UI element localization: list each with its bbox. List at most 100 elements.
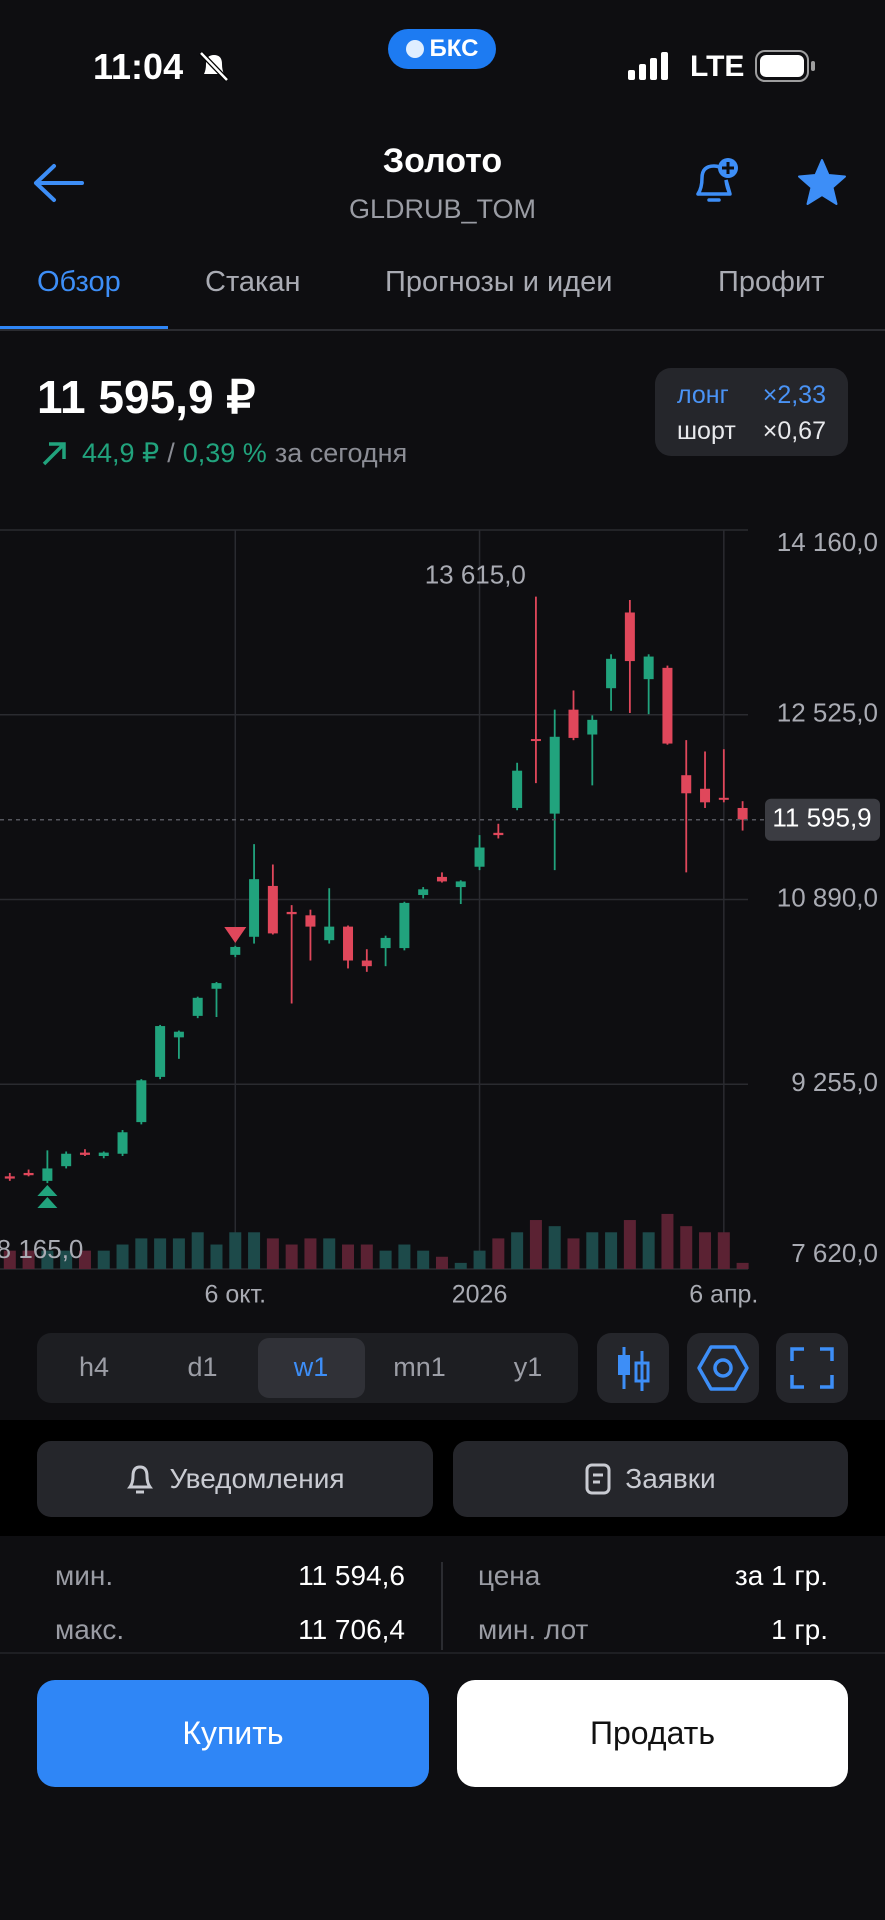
candle-body bbox=[305, 915, 316, 927]
candle-body bbox=[474, 847, 485, 867]
y-tick-label: 14 160,0 bbox=[777, 527, 878, 557]
candle-body bbox=[512, 770, 523, 808]
change-pct: 0,39 % bbox=[182, 438, 267, 468]
candle-body bbox=[4, 1176, 15, 1179]
candle-body bbox=[643, 656, 654, 680]
volume-bar bbox=[154, 1238, 167, 1269]
candle-body bbox=[286, 911, 297, 915]
tab[interactable]: Стакан bbox=[205, 266, 301, 298]
timeframe[interactable]: h4 bbox=[78, 1352, 110, 1382]
chart-type-button[interactable] bbox=[597, 1333, 669, 1403]
candle-body bbox=[587, 719, 598, 735]
timeframe-selected bbox=[258, 1338, 365, 1398]
candle-body bbox=[79, 1152, 90, 1155]
min-label: 8 165,0 bbox=[0, 1234, 83, 1264]
volume-bar bbox=[642, 1232, 655, 1269]
candle-body bbox=[117, 1132, 128, 1154]
candle-body bbox=[399, 902, 410, 949]
stats-divider bbox=[441, 1562, 443, 1650]
timeframe[interactable]: y1 bbox=[513, 1352, 543, 1382]
alerts-button[interactable]: Уведомления bbox=[37, 1441, 433, 1517]
volume-bar bbox=[3, 1250, 16, 1269]
favorite-button[interactable] bbox=[797, 158, 847, 206]
short-label: шорт bbox=[677, 417, 736, 445]
volume-bar bbox=[172, 1238, 185, 1269]
candle-body bbox=[267, 885, 278, 934]
buy-button[interactable]: Купить bbox=[37, 1680, 429, 1787]
sell-signal bbox=[224, 927, 247, 943]
candle-body bbox=[192, 997, 203, 1016]
stat-label: мин. bbox=[55, 1560, 114, 1591]
stat-value: за 1 гр. bbox=[734, 1560, 828, 1591]
orders-button[interactable]: Заявки bbox=[453, 1441, 848, 1517]
volume-bar bbox=[435, 1256, 448, 1269]
tab-underline bbox=[0, 326, 168, 330]
candle-body bbox=[681, 775, 692, 794]
alerts-label: Уведомления bbox=[169, 1463, 345, 1494]
tab[interactable]: Обзор bbox=[37, 266, 121, 298]
volume-bar bbox=[116, 1244, 129, 1269]
candle-body bbox=[249, 879, 260, 937]
volume-bar bbox=[78, 1250, 91, 1269]
divider bbox=[0, 1652, 885, 1654]
divider bbox=[0, 329, 885, 331]
stat-label: мин. лот bbox=[478, 1614, 589, 1645]
chart: 7 620,0 9 255,0 10 890,0 12 525,0 14 160,0 6 … bbox=[0, 527, 880, 1309]
timeframe[interactable]: mn1 bbox=[393, 1352, 446, 1382]
sell-button[interactable]: Продать bbox=[457, 1680, 848, 1787]
battery-icon bbox=[755, 50, 815, 82]
volume-bar bbox=[398, 1244, 411, 1269]
leverage-box: лонг ×2,33 шорт ×0,67 bbox=[655, 368, 848, 456]
max-label: 13 615,0 bbox=[425, 560, 526, 590]
candle-body bbox=[155, 1026, 166, 1077]
broker-badge: БКС bbox=[388, 29, 496, 69]
candle-body bbox=[624, 612, 635, 662]
tab[interactable]: Профит bbox=[718, 266, 825, 298]
price: 11 595,9 ₽ bbox=[37, 371, 256, 423]
stat-label: цена bbox=[478, 1560, 541, 1591]
volume-bar bbox=[699, 1232, 712, 1269]
volume-bar bbox=[135, 1238, 148, 1269]
volume-bar bbox=[285, 1244, 298, 1269]
candle-body bbox=[549, 736, 560, 814]
title: Золото bbox=[382, 142, 503, 180]
volume-bar bbox=[661, 1213, 674, 1269]
stat-label: макс. bbox=[55, 1614, 125, 1645]
signal-icon bbox=[628, 52, 668, 80]
candle-body bbox=[98, 1152, 109, 1157]
y-tick-label: 10 890,0 bbox=[777, 882, 878, 912]
volume-bar bbox=[266, 1238, 279, 1269]
volume-bar bbox=[229, 1232, 242, 1269]
volume-bar bbox=[22, 1250, 35, 1269]
x-tick-label: 6 апр. bbox=[689, 1281, 758, 1309]
volume-bar bbox=[717, 1232, 730, 1269]
back-button[interactable] bbox=[32, 162, 86, 204]
last-price-box bbox=[765, 798, 880, 841]
buy-signal bbox=[37, 1185, 58, 1208]
alert-button[interactable] bbox=[690, 154, 742, 206]
fullscreen-button[interactable] bbox=[776, 1333, 848, 1403]
timeframe[interactable]: d1 bbox=[187, 1352, 218, 1382]
tab[interactable]: Прогнозы и идеи bbox=[385, 266, 613, 298]
change-row: 44,9 ₽ / 0,39 % за сегодня bbox=[40, 438, 407, 469]
period: за сегодня bbox=[274, 438, 408, 468]
candle-body bbox=[361, 960, 372, 967]
candle-body bbox=[211, 983, 222, 989]
candle-body bbox=[718, 797, 729, 800]
volume-bar bbox=[41, 1250, 54, 1269]
volume-bar bbox=[417, 1250, 430, 1269]
indicators-button[interactable] bbox=[687, 1333, 759, 1403]
candle-body bbox=[23, 1172, 34, 1176]
x-tick-label: 6 окт. bbox=[204, 1281, 266, 1309]
volume-bar bbox=[323, 1238, 336, 1269]
stat-value: 1 гр. bbox=[771, 1614, 828, 1645]
timeframe[interactable]: w1 bbox=[293, 1352, 329, 1382]
candle-body bbox=[530, 739, 541, 742]
stat-value: 11 594,6 bbox=[298, 1560, 405, 1591]
candle-body bbox=[380, 937, 391, 949]
stat-value: 11 706,4 bbox=[298, 1614, 405, 1645]
volume-bar bbox=[548, 1226, 561, 1269]
volume-bar bbox=[248, 1232, 261, 1269]
network: LTE bbox=[690, 50, 745, 83]
